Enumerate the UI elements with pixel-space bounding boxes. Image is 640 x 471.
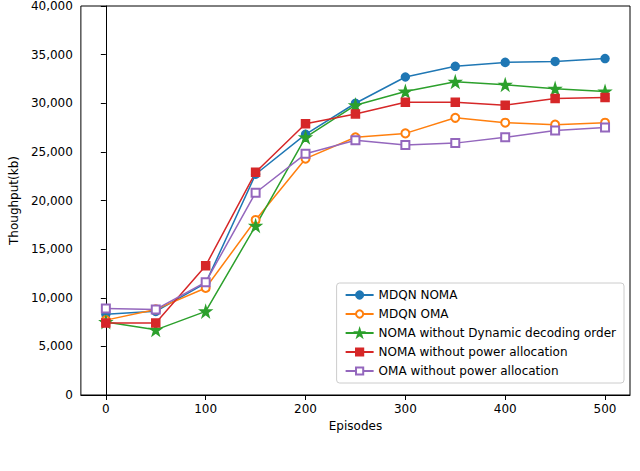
svg-text:100: 100 <box>194 402 217 416</box>
svg-text:15,000: 15,000 <box>31 242 73 256</box>
svg-text:Thoughput(kb): Thoughput(kb) <box>7 156 21 246</box>
svg-text:400: 400 <box>494 402 517 416</box>
svg-text:0: 0 <box>65 388 73 402</box>
svg-text:30,000: 30,000 <box>31 96 73 110</box>
svg-text:Episodes: Episodes <box>329 419 382 433</box>
svg-text:MDQN NOMA: MDQN NOMA <box>379 288 459 302</box>
svg-text:500: 500 <box>594 402 617 416</box>
svg-text:NOMA without Dynamic decoding: NOMA without Dynamic decoding order <box>379 326 616 340</box>
svg-text:5,000: 5,000 <box>39 339 73 353</box>
svg-text:MDQN OMA: MDQN OMA <box>379 307 450 321</box>
svg-text:10,000: 10,000 <box>31 291 73 305</box>
svg-text:200: 200 <box>294 402 317 416</box>
svg-text:40,000: 40,000 <box>31 0 73 13</box>
svg-text:NOMA without power allocation: NOMA without power allocation <box>379 345 568 359</box>
svg-text:20,000: 20,000 <box>31 194 73 208</box>
svg-text:OMA without power allocation: OMA without power allocation <box>379 364 559 378</box>
svg-text:0: 0 <box>102 402 110 416</box>
svg-text:300: 300 <box>394 402 417 416</box>
svg-text:35,000: 35,000 <box>31 48 73 62</box>
svg-text:25,000: 25,000 <box>31 145 73 159</box>
